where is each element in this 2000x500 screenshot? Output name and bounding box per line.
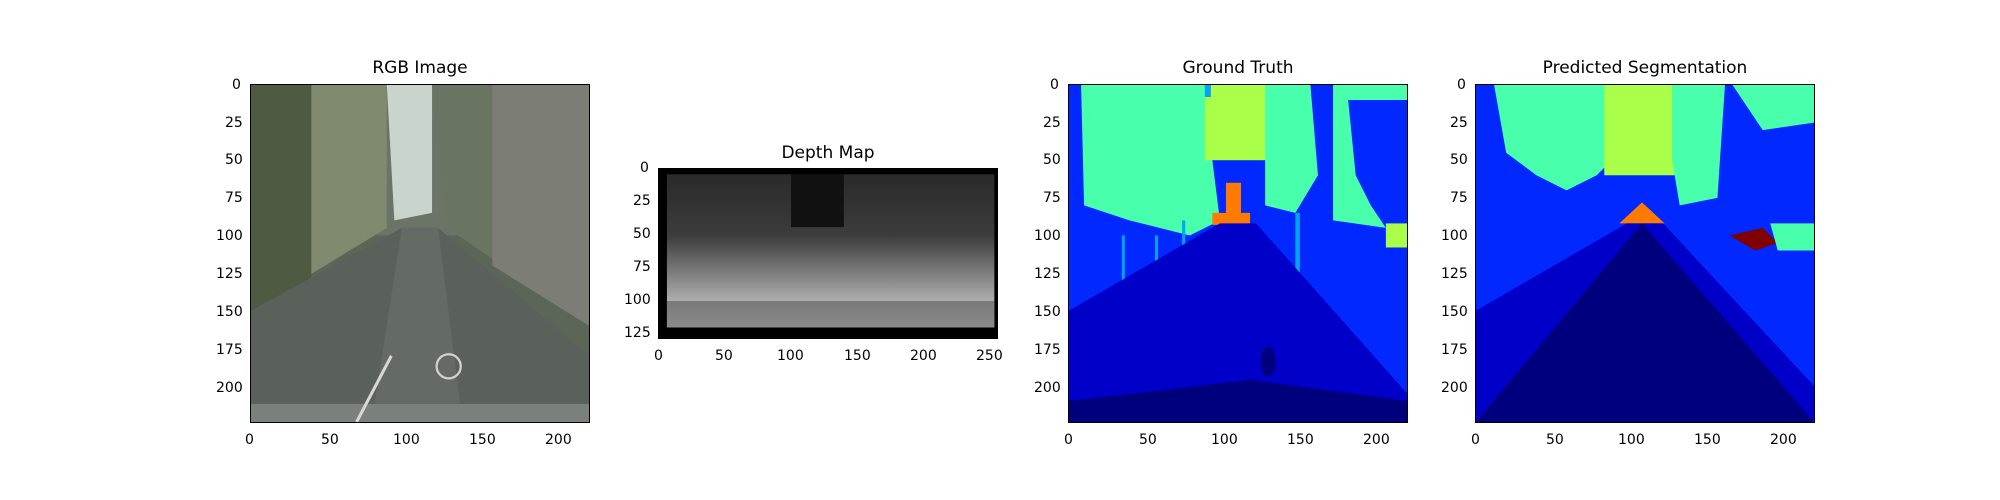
tick-label: 50 — [1043, 152, 1061, 168]
tick-label: 100 — [1441, 228, 1468, 244]
tick-label: 150 — [1694, 432, 1721, 448]
tick-label: 25 — [225, 115, 243, 131]
tick-label: 125 — [624, 325, 651, 341]
tick-label: 200 — [1363, 432, 1390, 448]
tick-label: 50 — [1450, 152, 1468, 168]
tick-label: 200 — [1034, 380, 1061, 396]
tick-label: 0 — [232, 77, 241, 93]
rgb-image-title: RGB Image — [372, 58, 468, 78]
tick-label: 150 — [1287, 432, 1314, 448]
tick-label: 150 — [469, 432, 496, 448]
tick-label: 100 — [1034, 228, 1061, 244]
tick-label: 75 — [1043, 190, 1061, 206]
tick-label: 125 — [216, 266, 243, 282]
tick-label: 0 — [1457, 77, 1466, 93]
tick-label: 25 — [633, 193, 651, 209]
tick-label: 200 — [910, 348, 937, 364]
tick-label: 50 — [321, 432, 339, 448]
tick-label: 150 — [216, 304, 243, 320]
tick-label: 0 — [1064, 432, 1073, 448]
tick-label: 150 — [1034, 304, 1061, 320]
tick-label: 75 — [633, 259, 651, 275]
tick-label: 75 — [225, 190, 243, 206]
rgb-image — [250, 84, 590, 423]
tick-label: 200 — [216, 380, 243, 396]
tick-label: 0 — [640, 160, 649, 176]
tick-label: 100 — [1618, 432, 1645, 448]
depth-map-image — [658, 168, 998, 339]
tick-label: 175 — [1034, 342, 1061, 358]
tick-label: 50 — [633, 226, 651, 242]
tick-label: 150 — [844, 348, 871, 364]
tick-label: 50 — [1139, 432, 1157, 448]
tick-label: 0 — [1471, 432, 1480, 448]
predicted-segmentation-title: Predicted Segmentation — [1542, 58, 1748, 78]
tick-label: 100 — [216, 228, 243, 244]
tick-label: 100 — [624, 292, 651, 308]
tick-label: 100 — [777, 348, 804, 364]
tick-label: 100 — [393, 432, 420, 448]
depth-map-title: Depth Map — [781, 143, 875, 163]
tick-label: 200 — [1770, 432, 1797, 448]
ground-truth-image — [1068, 84, 1408, 423]
ground-truth-title: Ground Truth — [1182, 58, 1294, 78]
predicted-segmentation-image — [1475, 84, 1815, 423]
tick-label: 50 — [715, 348, 733, 364]
tick-label: 0 — [654, 348, 663, 364]
tick-label: 150 — [1441, 304, 1468, 320]
tick-label: 75 — [1450, 190, 1468, 206]
tick-label: 50 — [225, 152, 243, 168]
tick-label: 100 — [1211, 432, 1238, 448]
tick-label: 25 — [1043, 115, 1061, 131]
tick-label: 0 — [245, 432, 254, 448]
tick-label: 125 — [1441, 266, 1468, 282]
tick-label: 175 — [216, 342, 243, 358]
tick-label: 175 — [1441, 342, 1468, 358]
tick-label: 250 — [976, 348, 1003, 364]
tick-label: 0 — [1050, 77, 1059, 93]
tick-label: 200 — [1441, 380, 1468, 396]
tick-label: 50 — [1546, 432, 1564, 448]
tick-label: 200 — [545, 432, 572, 448]
tick-label: 25 — [1450, 115, 1468, 131]
tick-label: 125 — [1034, 266, 1061, 282]
